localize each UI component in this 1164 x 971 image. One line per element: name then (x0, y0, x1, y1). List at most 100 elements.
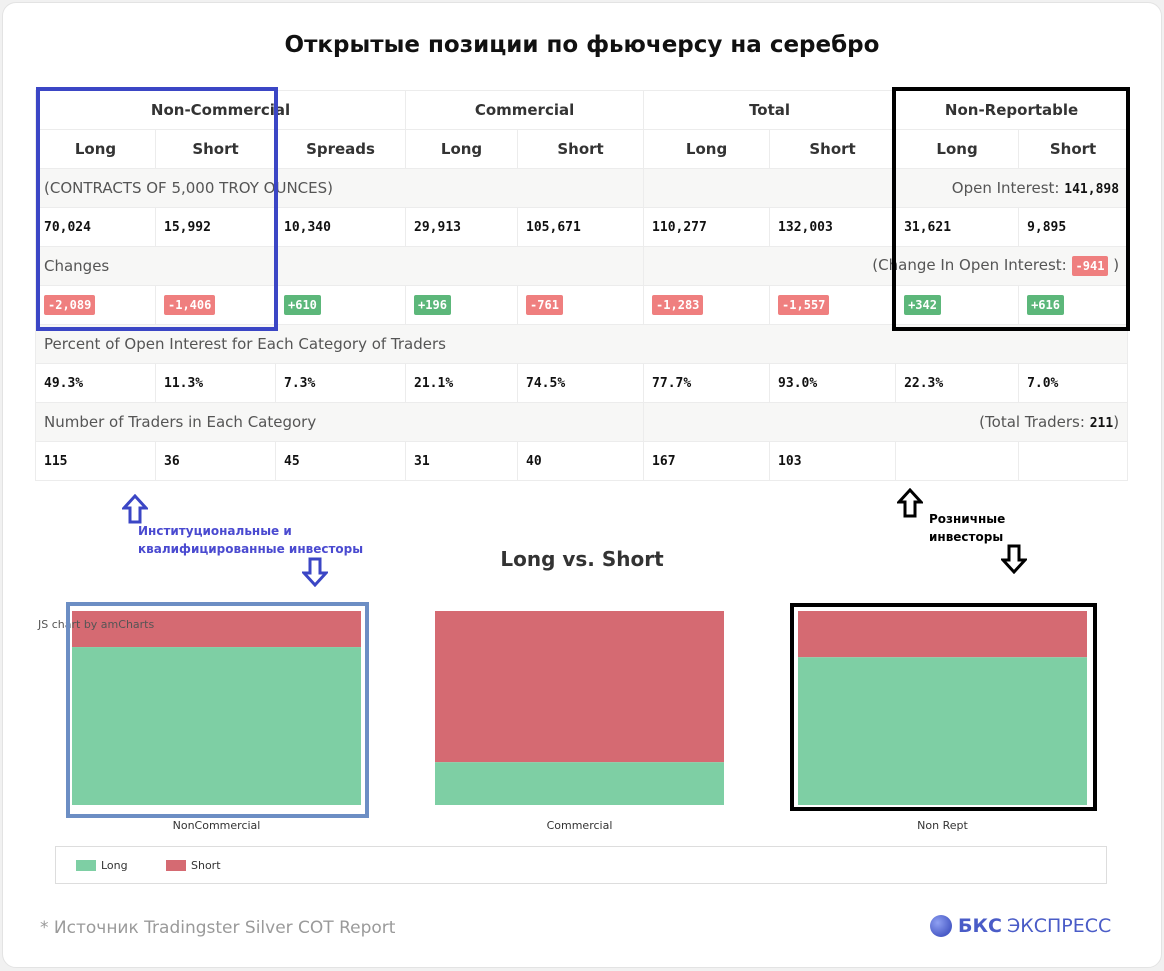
subheader-row: Long Short Spreads Long Short Long Short… (35, 129, 1129, 169)
change-oi-close: ) (1113, 256, 1120, 274)
group-header: Commercial (405, 90, 645, 130)
change-badge: -1,406 (164, 295, 216, 315)
note-line: Институциональные и (138, 524, 292, 538)
traders-cell (1018, 441, 1129, 481)
position-cell: 105,671 (517, 207, 645, 247)
column-header: Long (895, 129, 1020, 169)
bar-long-noncommercial[interactable] (72, 647, 361, 805)
category-label: Non Rept (917, 819, 968, 832)
change-cell: +616 (1018, 285, 1129, 325)
column-header: Short (517, 129, 645, 169)
stacked-bar-chart: NonCommercial Commercial Non Rept (72, 611, 1087, 832)
change-cell: -1,557 (769, 285, 897, 325)
legend-item-short[interactable]: Short (166, 859, 221, 872)
traders-cell: 167 (643, 441, 771, 481)
arrow-up-icon (897, 488, 923, 518)
change-oi-badge: -941 (1071, 256, 1109, 276)
legend-item-long[interactable]: Long (76, 859, 128, 872)
bar-short-noncommercial[interactable] (72, 611, 361, 648)
chart-legend: Long Short (55, 846, 1107, 884)
brand-logo-icon (930, 915, 952, 937)
change-oi-label: (Change In Open Interest: (872, 256, 1067, 274)
changes-row: -2,089 -1,406 +610 +196 -761 -1,283 -1,5… (35, 285, 1129, 325)
category-label: Commercial (547, 819, 613, 832)
percents-row: 49.3% 11.3% 7.3% 21.1% 74.5% 77.7% 93.0%… (35, 363, 1129, 403)
note-line: квалифицированные инвесторы (138, 542, 364, 556)
change-badge: -2,089 (44, 295, 96, 315)
bar-short-commercial[interactable] (435, 611, 724, 763)
column-header: Long (643, 129, 771, 169)
change-badge: -761 (526, 295, 563, 315)
bar-long-non-rept[interactable] (798, 657, 1087, 805)
group-header: Total (643, 90, 897, 130)
group-header: Non-Commercial (34, 90, 407, 130)
percent-cell: 77.7% (643, 363, 771, 403)
positions-row: 70,024 15,992 10,340 29,913 105,671 110,… (35, 207, 1129, 247)
position-cell: 9,895 (1018, 207, 1129, 247)
chart-title: Long vs. Short (500, 547, 664, 571)
change-oi-cell: (Change In Open Interest: -941 ) (643, 246, 1129, 286)
traders-label: Number of Traders in Each Category (34, 402, 645, 442)
bar-long-commercial[interactable] (435, 762, 724, 805)
percent-cell: 21.1% (405, 363, 519, 403)
cot-table: Non-Commercial Commercial Total Non-Repo… (34, 90, 1129, 481)
traders-cell: 115 (35, 441, 156, 481)
change-cell: -1,406 (155, 285, 276, 325)
changes-band-row: Changes (Change In Open Interest: -941 ) (34, 246, 1129, 286)
note-line: инвесторы (929, 530, 1004, 544)
arrow-down-icon (302, 557, 328, 587)
change-badge: +342 (904, 295, 941, 315)
arrow-up-icon (122, 494, 148, 524)
percent-cell: 7.3% (274, 363, 407, 403)
traders-cell (895, 441, 1020, 481)
retail-investors-note: Розничные инвесторы (929, 510, 1005, 546)
percent-cell: 74.5% (517, 363, 645, 403)
position-cell: 132,003 (769, 207, 897, 247)
legend-label: Short (191, 859, 221, 872)
position-cell: 10,340 (274, 207, 407, 247)
percent-cell: 11.3% (155, 363, 276, 403)
open-interest-value: 141,898 (1064, 182, 1120, 197)
category-label: NonCommercial (173, 819, 261, 832)
contracts-band-row: (CONTRACTS OF 5,000 TROY OUNCES) Open In… (34, 168, 1129, 208)
position-cell: 70,024 (35, 207, 156, 247)
change-cell: +610 (274, 285, 407, 325)
open-interest-cell: Open Interest: 141,898 (643, 168, 1129, 208)
column-header: Short (769, 129, 897, 169)
percent-cell: 22.3% (895, 363, 1020, 403)
legend-label: Long (101, 859, 128, 872)
percent-band-row: Percent of Open Interest for Each Catego… (34, 324, 1129, 364)
change-badge: +616 (1027, 295, 1064, 315)
column-header: Spreads (274, 129, 407, 169)
percent-label: Percent of Open Interest for Each Catego… (34, 324, 1129, 364)
column-header: Short (155, 129, 276, 169)
brand-name-rest: ЭКСПРЕСС (1006, 915, 1112, 937)
traders-cell: 36 (155, 441, 276, 481)
contracts-label: (CONTRACTS OF 5,000 TROY OUNCES) (34, 168, 645, 208)
group-header: Non-Reportable (895, 90, 1129, 130)
column-header: Short (1018, 129, 1129, 169)
position-cell: 31,621 (895, 207, 1020, 247)
arrow-down-icon (1001, 544, 1027, 574)
change-cell: -2,089 (35, 285, 156, 325)
change-badge: +610 (284, 295, 321, 315)
percent-cell: 93.0% (769, 363, 897, 403)
page-title: Открытые позиции по фьючерсу на серебро (284, 32, 880, 58)
bar-short-non-rept[interactable] (798, 611, 1087, 658)
change-badge: +196 (414, 295, 451, 315)
position-cell: 15,992 (155, 207, 276, 247)
change-cell: +196 (405, 285, 519, 325)
percent-cell: 49.3% (35, 363, 156, 403)
percent-cell: 7.0% (1018, 363, 1129, 403)
brand-name-bold: БКС (958, 915, 1002, 937)
note-line: Розничные (929, 512, 1006, 526)
column-header: Long (35, 129, 156, 169)
legend-swatch-long (76, 860, 96, 871)
source-footnote: * Источник Tradingster Silver COT Report (40, 918, 396, 938)
chart-credit[interactable]: JS chart by amCharts (38, 618, 155, 631)
change-cell: -761 (517, 285, 645, 325)
traders-cell: 45 (274, 441, 407, 481)
total-traders-cell: (Total Traders: 211) (643, 402, 1129, 442)
traders-cell: 103 (769, 441, 897, 481)
brand-logo: БКС ЭКСПРЕСС (930, 915, 1111, 937)
